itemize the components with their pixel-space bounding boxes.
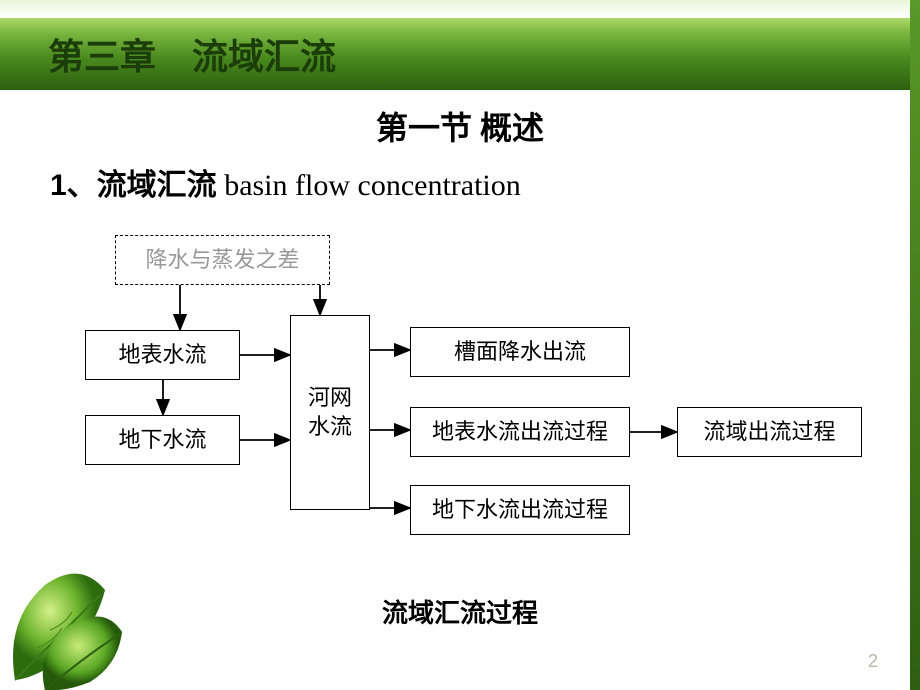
node-under: 地下水流 [85, 415, 240, 465]
node-precip: 降水与蒸发之差 [115, 235, 330, 285]
node-basin-out: 流域出流过程 [677, 407, 862, 457]
flowchart-area: 降水与蒸发之差地表水流地下水流河网 水流槽面降水出流地表水流出流过程地下水流出流… [60, 215, 880, 555]
node-under-out: 地下水流出流过程 [410, 485, 630, 535]
node-network: 河网 水流 [290, 315, 370, 510]
chapter-header: 第三章 流域汇流 [0, 18, 920, 90]
top-gradient-strip [0, 0, 920, 18]
node-surface: 地表水流 [85, 330, 240, 380]
section-title: 第一节 概述 [0, 103, 920, 149]
item-label-en: basin flow concentration [217, 169, 521, 202]
node-channel: 槽面降水出流 [410, 327, 630, 377]
chapter-title: 第三章 流域汇流 [48, 28, 336, 80]
node-surf-out: 地表水流出流过程 [410, 407, 630, 457]
page-number: 2 [868, 651, 878, 672]
item-label-cn: 流域汇流 [97, 169, 217, 202]
item-number: 1、 [50, 169, 97, 202]
item-heading: 1、流域汇流 basin flow concentration [50, 160, 521, 204]
leaf-decoration [0, 550, 140, 690]
